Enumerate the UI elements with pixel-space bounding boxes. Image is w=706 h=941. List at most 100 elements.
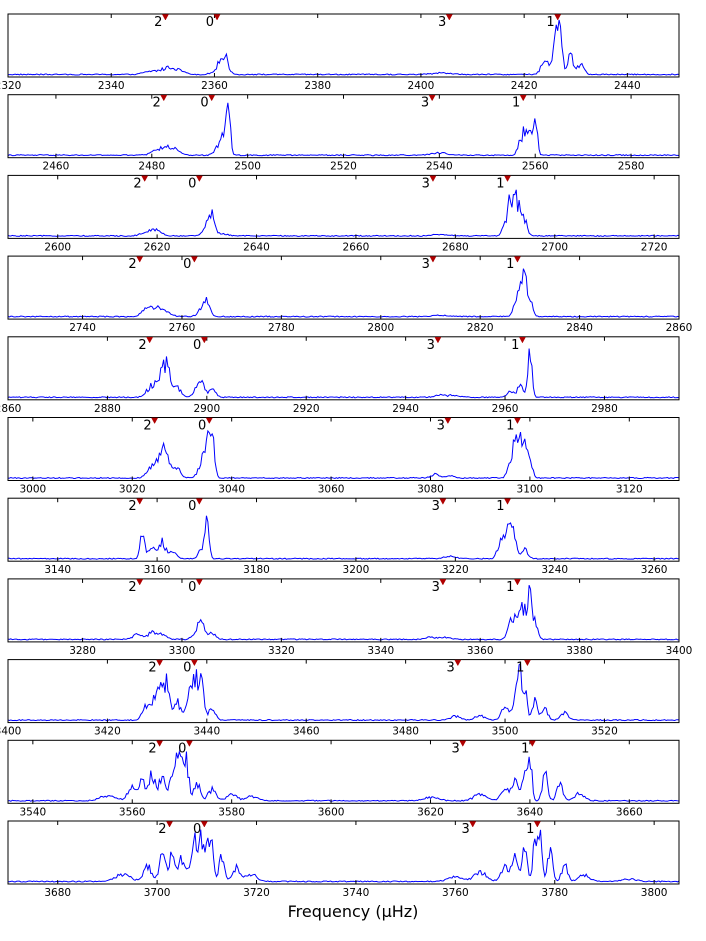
tick-label: 3200 bbox=[343, 564, 370, 576]
mode-marker bbox=[533, 821, 541, 828]
tick-label: 2700 bbox=[541, 241, 568, 253]
tick-label: 2420 bbox=[511, 80, 538, 92]
tick-label: 3680 bbox=[44, 887, 71, 899]
mode-marker bbox=[146, 337, 154, 344]
mode-degree-label: 1 bbox=[511, 338, 519, 353]
mode-degree-label: 3 bbox=[421, 96, 429, 111]
tick-label: 2780 bbox=[268, 322, 295, 334]
tick-label: 2860 bbox=[0, 403, 21, 415]
tick-label: 3040 bbox=[218, 484, 245, 496]
tick-label: 2460 bbox=[43, 161, 70, 173]
mode-marker bbox=[459, 740, 467, 747]
mode-degree-label: 0 bbox=[198, 419, 206, 434]
tick-label: 2980 bbox=[591, 403, 618, 415]
mode-marker bbox=[504, 498, 511, 505]
mode-marker bbox=[528, 740, 536, 747]
tick-label: 2860 bbox=[666, 322, 693, 334]
mode-degree-label: 0 bbox=[188, 499, 196, 514]
spectrum-line bbox=[7, 515, 680, 560]
mode-marker bbox=[190, 659, 198, 667]
mode-marker bbox=[514, 256, 521, 263]
tick-label: 3760 bbox=[442, 887, 469, 899]
tick-label: 2960 bbox=[492, 403, 519, 415]
spectrum-line bbox=[7, 749, 680, 802]
spectrum-line bbox=[7, 268, 680, 318]
mode-degree-label: 1 bbox=[506, 419, 514, 434]
mode-degree-label: 1 bbox=[506, 257, 514, 272]
mode-degree-label: 2 bbox=[138, 338, 146, 353]
panel-9: 3400 3420 3440 3460 3480 3500 3520 2 0 3 1 bbox=[0, 659, 680, 738]
tick-label: 3380 bbox=[566, 645, 593, 657]
mode-marker bbox=[208, 94, 216, 102]
mode-marker bbox=[454, 659, 462, 667]
mode-marker bbox=[151, 417, 159, 425]
mode-degree-label: 1 bbox=[496, 176, 504, 191]
mode-degree-label: 3 bbox=[438, 15, 446, 30]
tick-label: 2940 bbox=[392, 403, 419, 415]
axes-frame bbox=[7, 739, 680, 804]
axes-frame bbox=[7, 497, 680, 562]
mode-degree-label: 3 bbox=[437, 419, 445, 434]
mode-marker bbox=[200, 821, 208, 828]
axes-frame bbox=[7, 13, 680, 78]
tick-label: 2900 bbox=[193, 403, 220, 415]
tick-label: 2880 bbox=[94, 403, 121, 415]
tick-label: 2340 bbox=[98, 80, 125, 92]
mode-degree-label: 1 bbox=[512, 96, 520, 111]
tick-label: 3280 bbox=[69, 645, 96, 657]
x-axis-label: Frequency (μHz) bbox=[287, 902, 419, 921]
mode-degree-label: 0 bbox=[193, 822, 201, 837]
mode-degree-label: 3 bbox=[447, 661, 455, 676]
axes-frame bbox=[7, 417, 680, 481]
axes-frame bbox=[7, 255, 680, 320]
mode-marker bbox=[429, 175, 437, 182]
tick-label: 2360 bbox=[201, 80, 228, 92]
mode-degree-label: 3 bbox=[427, 338, 435, 353]
tick-label: 3360 bbox=[467, 645, 494, 657]
tick-label: 2660 bbox=[343, 241, 370, 253]
tick-label: 3240 bbox=[541, 564, 568, 576]
tick-label: 2400 bbox=[408, 80, 435, 92]
tick-label: 3600 bbox=[318, 806, 345, 818]
tick-label: 2740 bbox=[69, 322, 96, 334]
mode-degree-label: 3 bbox=[461, 822, 469, 837]
mode-marker bbox=[523, 659, 531, 667]
tick-label: 3720 bbox=[243, 887, 270, 899]
panel-3: 2600 2620 2640 2660 2680 2700 2720 2 0 3 1 bbox=[7, 174, 680, 253]
mode-marker bbox=[185, 740, 193, 747]
tick-label: 3120 bbox=[616, 484, 643, 496]
tick-label: 2640 bbox=[243, 241, 270, 253]
tick-label: 3580 bbox=[218, 806, 245, 818]
mode-marker bbox=[514, 417, 521, 425]
mode-marker bbox=[434, 337, 442, 344]
tick-label: 3560 bbox=[119, 806, 146, 818]
tick-label: 3520 bbox=[591, 726, 618, 738]
mode-degree-label: 0 bbox=[193, 338, 201, 353]
mode-degree-label: 3 bbox=[432, 499, 440, 514]
mode-marker bbox=[519, 337, 526, 344]
mode-marker bbox=[195, 498, 203, 505]
panel-5: 2860 2880 2900 2920 2940 2960 2980 2 0 3 1 bbox=[0, 336, 680, 415]
panel-8: 3280 3300 3320 3340 3360 3380 3400 2 0 3 1 bbox=[7, 578, 692, 657]
tick-label: 2820 bbox=[467, 322, 494, 334]
mode-degree-label: 2 bbox=[128, 580, 136, 595]
tick-label: 3420 bbox=[94, 726, 121, 738]
tick-label: 3440 bbox=[193, 726, 220, 738]
panel-6: 3000 3020 3040 3060 3080 3100 3120 2 0 3 1 bbox=[7, 417, 680, 496]
mode-degree-label: 1 bbox=[506, 580, 514, 595]
tick-label: 2380 bbox=[304, 80, 331, 92]
tick-label: 3460 bbox=[293, 726, 320, 738]
tick-label: 3140 bbox=[44, 564, 71, 576]
mode-marker bbox=[469, 821, 477, 828]
tick-label: 2760 bbox=[169, 322, 196, 334]
tick-label: 2600 bbox=[44, 241, 71, 253]
mode-degree-label: 3 bbox=[452, 741, 460, 756]
tick-label: 3320 bbox=[268, 645, 295, 657]
tick-label: 3300 bbox=[169, 645, 196, 657]
mode-marker bbox=[160, 94, 168, 102]
tick-label: 3800 bbox=[641, 887, 668, 899]
tick-label: 3100 bbox=[517, 484, 544, 496]
mode-marker bbox=[519, 94, 527, 102]
tick-label: 2620 bbox=[144, 241, 171, 253]
